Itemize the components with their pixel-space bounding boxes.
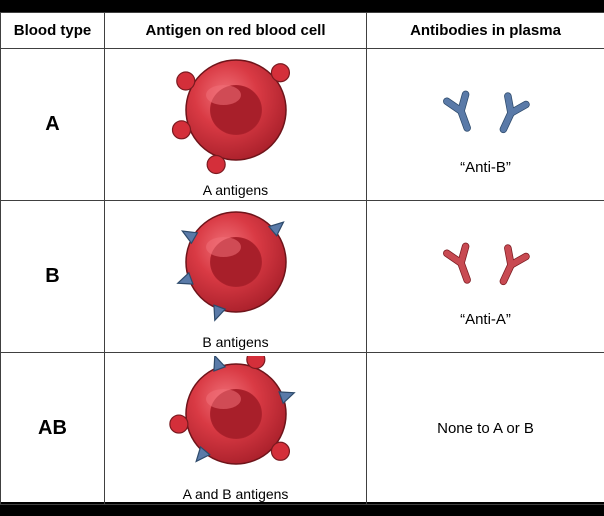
antigen-a-icon xyxy=(176,72,194,90)
antibody-diagram xyxy=(411,73,561,153)
antigen-a-icon xyxy=(271,442,289,460)
antibody-wrap: None to A or B xyxy=(367,353,604,504)
header-antigen: Antigen on red blood cell xyxy=(105,13,367,49)
antigen-cell: A and B antigens xyxy=(105,353,367,505)
antigen-wrap: A antigens xyxy=(105,49,366,200)
table-row: AB A and B antigens None to A or B xyxy=(1,353,604,505)
header-blood-type: Blood type xyxy=(1,13,105,49)
blood-type-label: A xyxy=(1,113,104,136)
antibody-label: None to A or B xyxy=(437,420,534,437)
antigen-wrap: A and B antigens xyxy=(105,353,366,504)
red-blood-cell-diagram xyxy=(151,204,321,332)
antigen-wrap: B antigens xyxy=(105,201,366,352)
antibody-label: “Anti-B” xyxy=(460,159,511,176)
antibody-icon xyxy=(494,96,526,133)
red-blood-cell-diagram xyxy=(151,52,321,180)
header-row: Blood type Antigen on red blood cell Ant… xyxy=(1,13,604,49)
antibody-wrap: “Anti-B” xyxy=(367,49,604,200)
antigen-cell: B antigens xyxy=(105,201,367,353)
antibody-icon xyxy=(446,246,476,283)
antibody-cell: “Anti-B” xyxy=(367,49,604,201)
antibody-cell: “Anti-A” xyxy=(367,201,604,353)
antigen-a-icon xyxy=(169,415,187,433)
antigen-a-icon xyxy=(207,155,225,173)
table-row: A A antigens “Anti-B” xyxy=(1,49,604,201)
antibody-icon xyxy=(446,94,476,131)
blood-type-label: B xyxy=(1,265,104,288)
blood-type-cell: AB xyxy=(1,353,105,505)
header-antibodies: Antibodies in plasma xyxy=(367,13,604,49)
blood-type-cell: B xyxy=(1,201,105,353)
antibody-diagram xyxy=(411,225,561,305)
antigen-caption: A and B antigens xyxy=(183,486,289,502)
antigen-a-icon xyxy=(246,356,264,368)
antibody-label: “Anti-A” xyxy=(460,311,511,328)
table-row: B B antigens “Anti-A” xyxy=(1,201,604,353)
blood-type-label: AB xyxy=(1,417,104,440)
blood-type-table-frame: Blood type Antigen on red blood cell Ant… xyxy=(0,0,604,516)
red-blood-cell-diagram xyxy=(151,356,321,484)
antigen-a-icon xyxy=(271,63,289,81)
antibody-wrap: “Anti-A” xyxy=(367,201,604,352)
antigen-caption: B antigens xyxy=(202,334,268,350)
antigen-cell: A antigens xyxy=(105,49,367,201)
blood-type-cell: A xyxy=(1,49,105,201)
antigen-a-icon xyxy=(172,120,190,138)
antibody-icon xyxy=(494,248,526,285)
antigen-caption: A antigens xyxy=(203,182,268,198)
antibody-cell: None to A or B xyxy=(367,353,604,505)
blood-type-table: Blood type Antigen on red blood cell Ant… xyxy=(0,12,604,505)
